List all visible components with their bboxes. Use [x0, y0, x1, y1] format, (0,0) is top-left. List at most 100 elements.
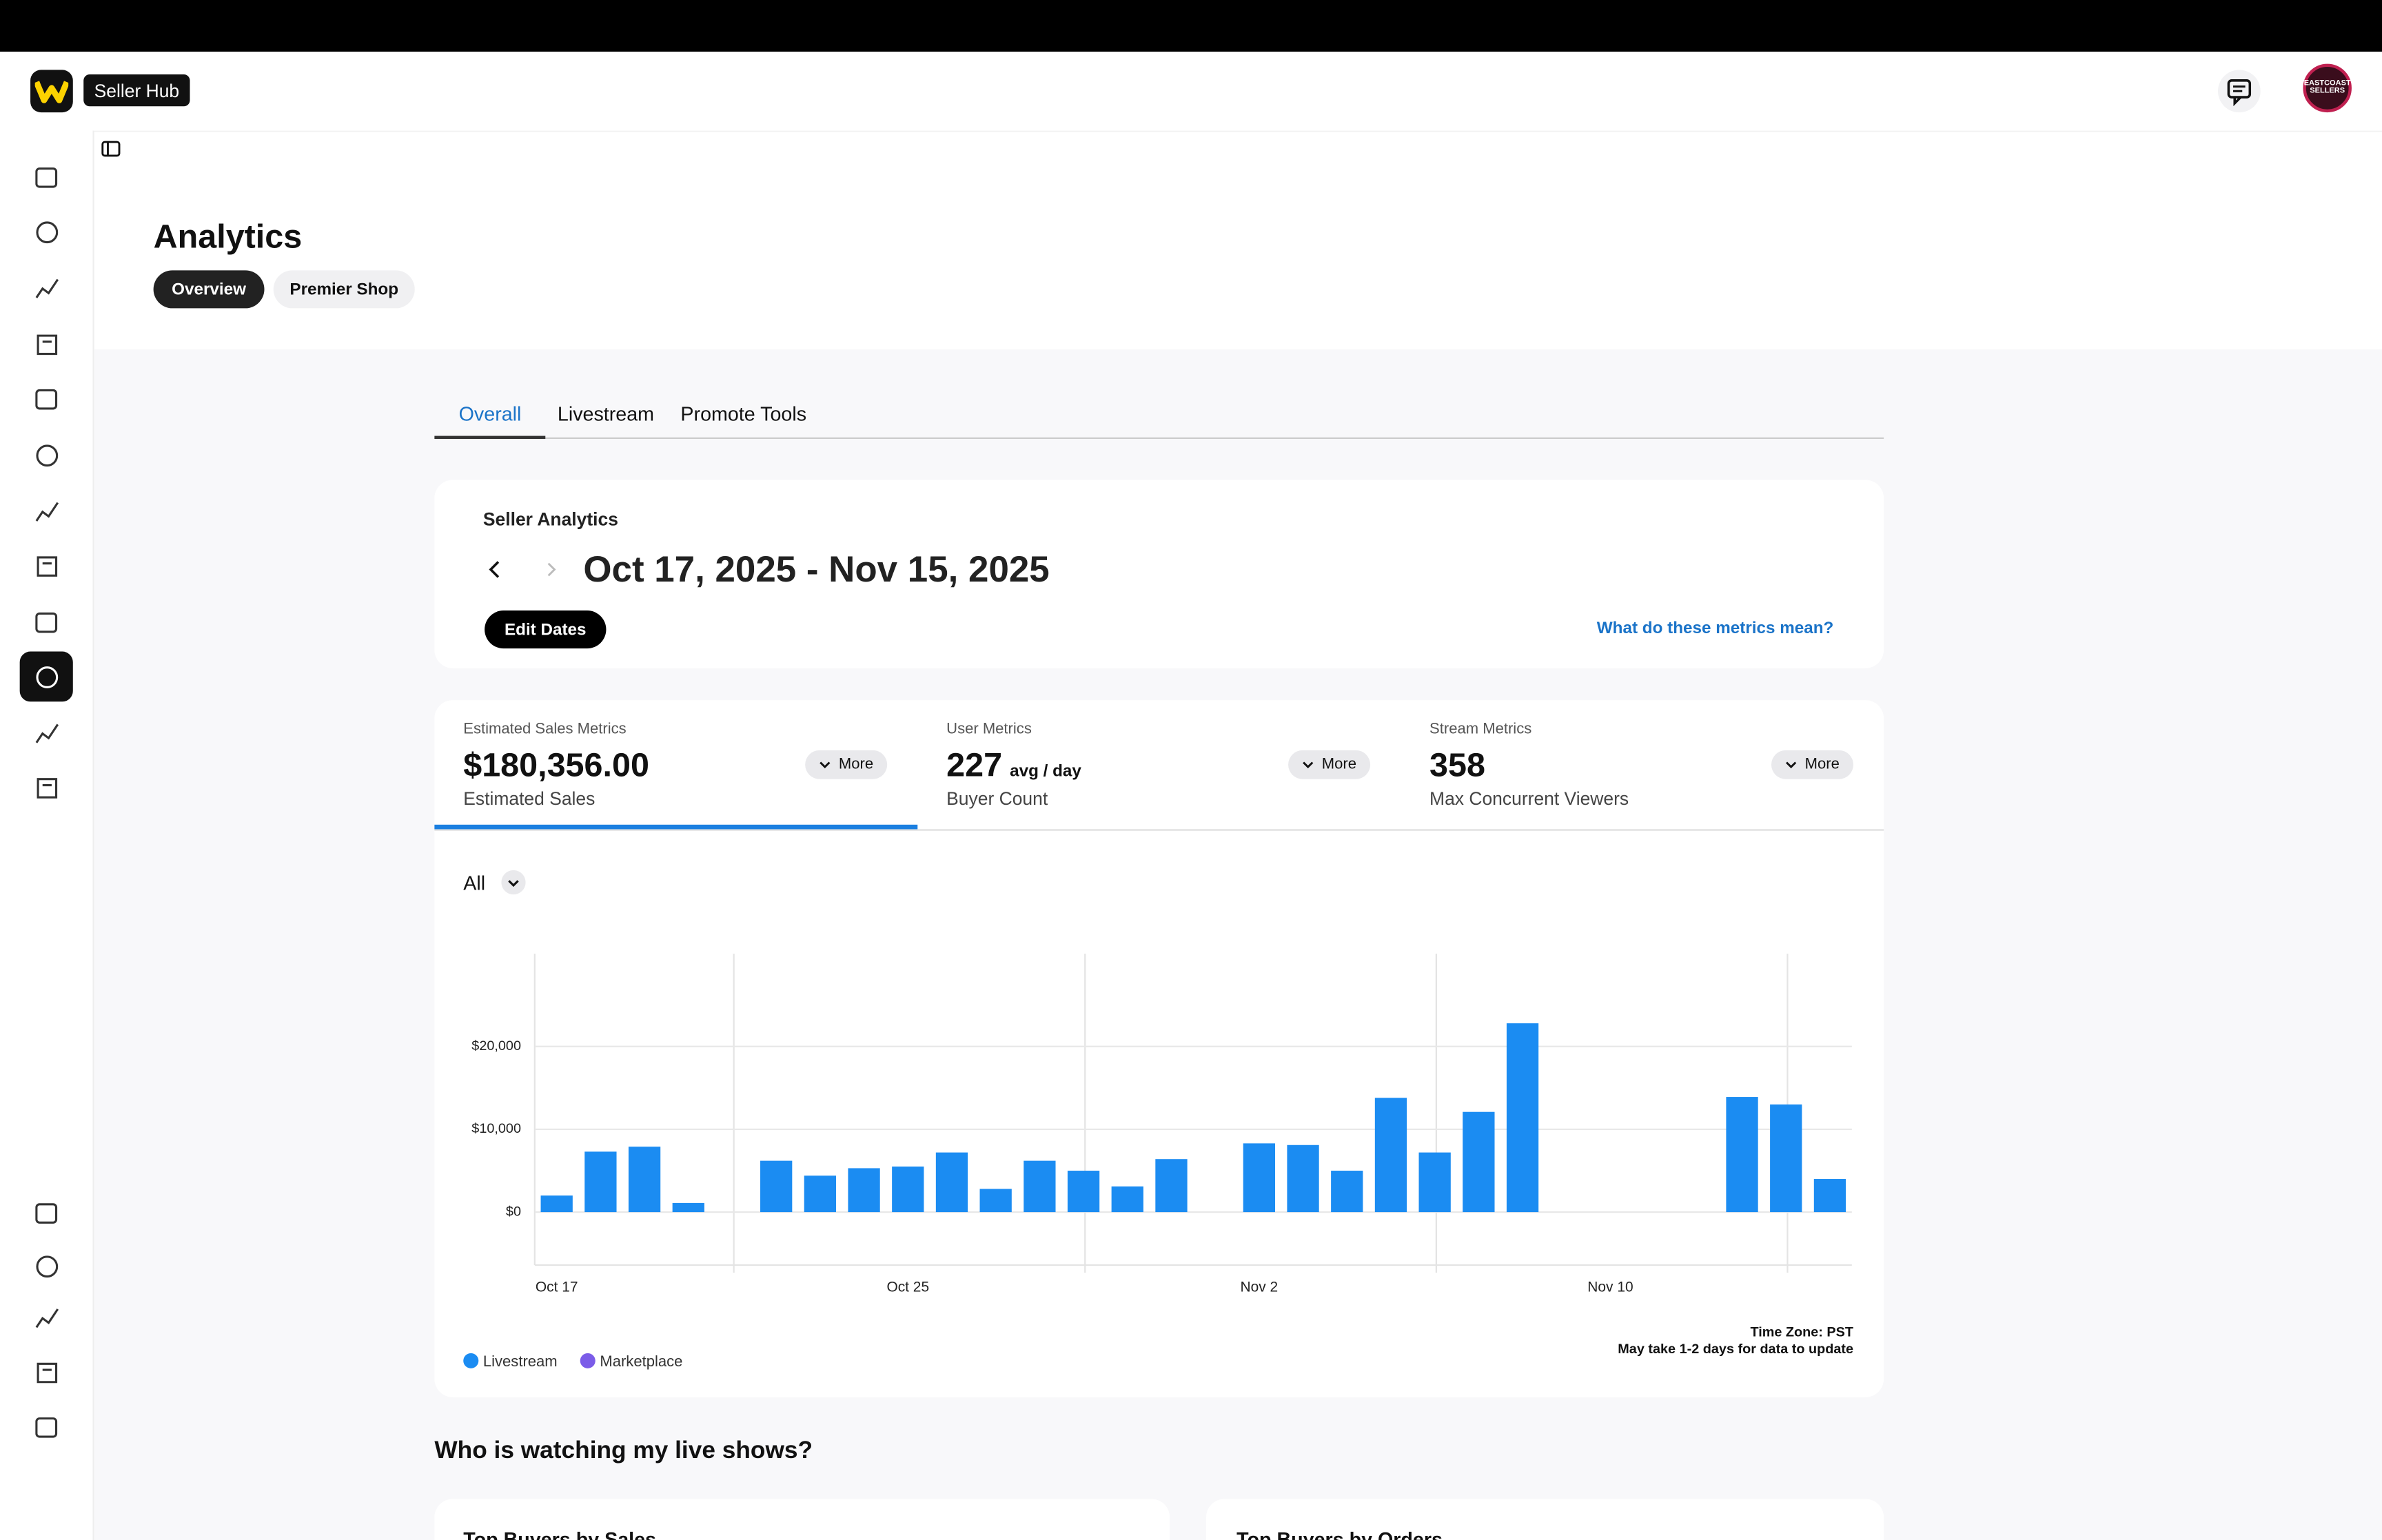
nav-icon[interactable]: [37, 1362, 58, 1384]
legend-label: Marketplace: [600, 1353, 682, 1370]
bar: [1418, 1152, 1451, 1213]
bar: [1770, 1104, 1802, 1213]
metric-caption: Buyer Count: [946, 788, 1048, 810]
bar: [1463, 1111, 1495, 1213]
buyers-card: Top Buyers by Orders: [1206, 1499, 1884, 1540]
bar: [848, 1168, 880, 1213]
metric-label: User Metrics: [946, 721, 1032, 739]
bar: [1506, 1023, 1539, 1213]
metric-caption: Estimated Sales: [463, 788, 596, 810]
nav-icon[interactable]: [37, 334, 58, 356]
bar: [1067, 1171, 1100, 1213]
nav-icon[interactable]: [35, 1308, 59, 1328]
icon-shape: [37, 1362, 58, 1384]
pill[interactable]: Premier Shop: [273, 270, 415, 309]
filter[interactable]: All: [463, 872, 486, 895]
bar: [540, 1195, 573, 1213]
metric-unit: avg / day: [1010, 762, 1081, 781]
chevron: [820, 761, 831, 768]
icon-shape: [36, 666, 59, 688]
bar: [1374, 1098, 1407, 1213]
nav-icon[interactable]: [36, 1255, 59, 1278]
icon-shape: [36, 221, 59, 244]
sidebar-icons: [19, 167, 73, 1438]
icon-shape: [35, 1417, 58, 1438]
card-title: Top Buyers by Sales: [463, 1528, 656, 1540]
nav-icon[interactable]: [35, 278, 59, 298]
date-range: Oct 17, 2025 - Nov 15, 2025: [583, 549, 1050, 591]
date-arrows[interactable]: [486, 559, 562, 580]
icon-shape: [35, 723, 59, 743]
x-tick-label: Nov 2: [1241, 1280, 1279, 1295]
sidebar: [0, 130, 94, 1540]
y-tick-label: $10,000: [471, 1121, 521, 1136]
chat-icon: [2227, 79, 2252, 107]
icon-shape: [35, 1308, 59, 1328]
tab-active[interactable]: Overall: [458, 402, 522, 426]
metrics-card: Estimated Sales Metrics $180,356.00 Estima…: [434, 700, 1884, 1397]
icon-shape: [37, 556, 58, 577]
more-button[interactable]: More: [1288, 750, 1371, 779]
icon-shape: [36, 1255, 59, 1278]
x-tick-label: Oct 25: [886, 1280, 929, 1295]
nav-icon[interactable]: [35, 389, 58, 410]
nav-icon[interactable]: [35, 1417, 58, 1438]
note: May take 1-2 days for data to update: [1618, 1341, 1854, 1357]
range-card: Seller Analytics Oct 17, 2025 - Nov 15, …: [434, 480, 1884, 668]
more-label: More: [838, 756, 874, 773]
bar: [760, 1160, 793, 1213]
collapse-toggle[interactable]: [100, 138, 121, 160]
tab[interactable]: Livestream: [557, 402, 655, 426]
icon-shape: [35, 1203, 58, 1224]
metric-value: $180,356.00: [463, 746, 649, 785]
more-label: More: [1804, 756, 1840, 773]
nav-icon[interactable]: [37, 556, 58, 577]
more-button[interactable]: More: [805, 750, 888, 779]
bar: [935, 1152, 968, 1213]
nav-icon[interactable]: [36, 666, 59, 688]
nav-icon[interactable]: [35, 723, 59, 743]
metric-caption: Max Concurrent Viewers: [1429, 788, 1629, 810]
logo-mark: [34, 81, 69, 103]
card-label: Seller Analytics: [482, 509, 618, 531]
nav-icon[interactable]: [35, 502, 59, 522]
section-title: Who is watching my live shows?: [434, 1438, 813, 1464]
icon-shape: [35, 167, 58, 188]
nav-icon[interactable]: [35, 167, 58, 188]
bar: [584, 1151, 617, 1213]
avatar[interactable]: EASTCOAST SELLERS: [2303, 63, 2352, 113]
nav-icon[interactable]: [37, 778, 58, 799]
tab[interactable]: Promote Tools: [680, 402, 807, 426]
legend-swatch: [580, 1353, 596, 1368]
bar: [1024, 1160, 1056, 1213]
bar: [1331, 1171, 1363, 1213]
metric-value: 227 avg / day: [946, 746, 1081, 785]
edit-dates-button[interactable]: Edit Dates: [485, 610, 607, 649]
notes: Time Zone: PST May take 1-2 days for data…: [1618, 1324, 1853, 1357]
card-title: Top Buyers by Orders: [1236, 1528, 1443, 1540]
chart: $0 $10,000 $20,000 Oct 17 Oct 25 Nov 2 Nov 10 L…: [463, 954, 1852, 1370]
tab-rule: [434, 437, 1884, 439]
bar: [1813, 1179, 1846, 1213]
nav-icon[interactable]: [35, 612, 58, 633]
logo[interactable]: [30, 70, 73, 113]
bar: [672, 1202, 704, 1213]
bar: [1111, 1186, 1143, 1213]
metric-selected: [434, 824, 918, 830]
metric-rule: [434, 829, 1884, 831]
nav-icon[interactable]: [36, 444, 59, 467]
icon-shape: [35, 612, 58, 633]
nav-icon[interactable]: [35, 1203, 58, 1224]
legend-swatch: [463, 1353, 479, 1368]
messages-button[interactable]: [2217, 70, 2261, 113]
legend-label: Livestream: [483, 1353, 558, 1370]
nav-icon[interactable]: [36, 221, 59, 244]
x-tick-label: Nov 10: [1587, 1280, 1633, 1295]
metric-label: Stream Metrics: [1429, 721, 1532, 739]
bar: [628, 1147, 661, 1213]
pill-active[interactable]: Overview: [153, 270, 265, 309]
help-link[interactable]: What do these metrics mean?: [1596, 619, 1834, 638]
more-button[interactable]: More: [1771, 750, 1854, 779]
filter-chevron[interactable]: [501, 870, 526, 895]
